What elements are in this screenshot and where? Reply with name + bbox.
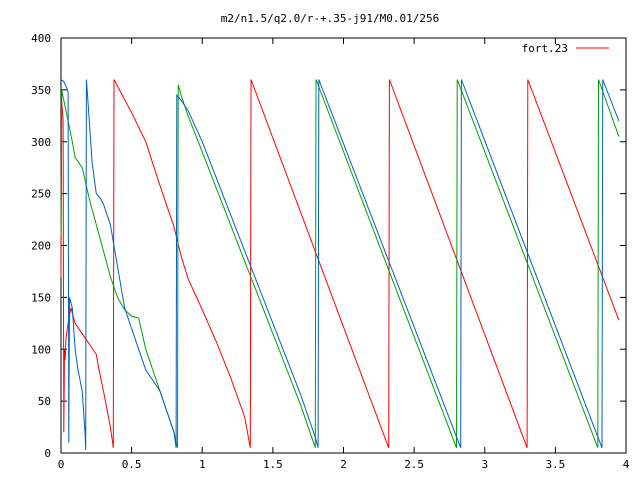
series-group bbox=[60, 79, 620, 450]
x-tick-label: 2 bbox=[340, 458, 347, 471]
x-tick-label: 0 bbox=[58, 458, 65, 471]
y-tick-label: 50 bbox=[38, 395, 51, 408]
y-tick-label: 200 bbox=[31, 240, 51, 253]
legend-label: fort.23 bbox=[522, 42, 568, 55]
y-tick-label: 300 bbox=[31, 136, 51, 149]
y-tick-label: 250 bbox=[31, 188, 51, 201]
y-tick-label: 0 bbox=[44, 447, 51, 460]
axes: 0 0.5 1 1.5 2 2.5 3 3.5 4 0 50 100 150 200 250 300 350 40… bbox=[31, 32, 630, 471]
chart-title: m2/n1.5/q2.0/r-+.35-j91/M0.01/256 bbox=[221, 12, 440, 25]
x-tick-label: 1 bbox=[199, 458, 206, 471]
x-tick-label: 3 bbox=[481, 458, 488, 471]
y-tick-label: 350 bbox=[31, 84, 51, 97]
x-tick-label: 3.5 bbox=[545, 458, 565, 471]
y-tick-label: 400 bbox=[31, 32, 51, 45]
y-tick-label: 100 bbox=[31, 343, 51, 356]
plot-frame bbox=[60, 37, 627, 454]
x-tick-label: 1.5 bbox=[263, 458, 283, 471]
legend: fort.23 bbox=[522, 42, 609, 55]
y-tick-label: 150 bbox=[31, 291, 51, 304]
x-tick-label: 0.5 bbox=[122, 458, 142, 471]
x-tick-label: 2.5 bbox=[404, 458, 424, 471]
series-line-3 bbox=[60, 79, 620, 450]
series-line-1 bbox=[60, 79, 620, 448]
x-tick-label: 4 bbox=[623, 458, 630, 471]
